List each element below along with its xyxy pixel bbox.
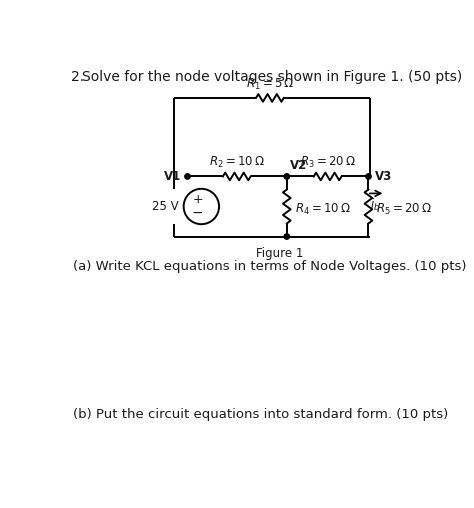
- Text: Figure 1: Figure 1: [256, 247, 303, 260]
- Text: $R_4=10\,\Omega$: $R_4=10\,\Omega$: [294, 202, 350, 217]
- Circle shape: [284, 234, 290, 239]
- Circle shape: [366, 174, 371, 179]
- Text: $R_2=10\,\Omega$: $R_2=10\,\Omega$: [209, 155, 264, 170]
- Text: (b) Put the circuit equations into standard form. (10 pts): (b) Put the circuit equations into stand…: [73, 408, 448, 421]
- Text: 25 V: 25 V: [152, 200, 179, 213]
- Circle shape: [185, 174, 190, 179]
- Text: V3: V3: [374, 170, 392, 183]
- Text: $R_5=20\,\Omega$: $R_5=20\,\Omega$: [376, 202, 432, 217]
- Text: $i_b$: $i_b$: [370, 197, 380, 212]
- Text: Solve for the node voltages shown in Figure 1. (50 pts): Solve for the node voltages shown in Fig…: [82, 70, 462, 84]
- Circle shape: [284, 174, 290, 179]
- Text: $R_1=5\,\Omega$: $R_1=5\,\Omega$: [246, 77, 294, 92]
- Text: V2: V2: [290, 159, 307, 172]
- Text: (a) Write KCL equations in terms of Node Voltages. (10 pts): (a) Write KCL equations in terms of Node…: [73, 261, 466, 273]
- Text: +: +: [192, 193, 203, 206]
- Text: 2.: 2.: [71, 70, 84, 84]
- Text: $R_3=20\,\Omega$: $R_3=20\,\Omega$: [300, 155, 356, 170]
- Text: V1: V1: [164, 170, 182, 183]
- Text: −: −: [191, 206, 203, 219]
